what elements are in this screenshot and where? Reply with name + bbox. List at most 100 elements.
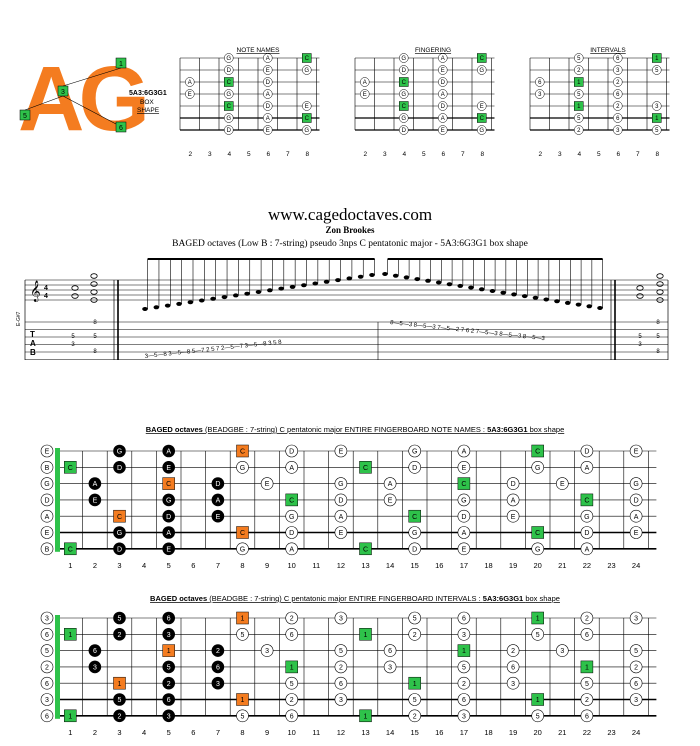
- board-fret-number: 13: [361, 561, 369, 570]
- small-diagram-title: FINGERING: [415, 47, 451, 54]
- logo-marker-label: 1: [119, 61, 123, 68]
- black-note-marker: [88, 660, 102, 674]
- note-label: 3: [339, 616, 343, 623]
- note-marker: [535, 77, 545, 87]
- note-label: G: [240, 546, 245, 553]
- note-label: G: [535, 465, 540, 472]
- note-marker: [302, 65, 312, 75]
- white-note-marker: [408, 542, 422, 556]
- note-label: E: [634, 449, 639, 456]
- note-label: G: [226, 56, 231, 62]
- board-fret-number: 14: [386, 561, 394, 570]
- logo-shape-1: BOX: [140, 99, 154, 106]
- root-marker: [399, 101, 409, 111]
- green-root-marker: [580, 660, 594, 674]
- note-marker: [438, 125, 448, 135]
- black-note-marker: [162, 611, 175, 625]
- note-label: 6: [167, 697, 171, 704]
- note-label: A: [266, 92, 270, 98]
- fret-number: 3: [558, 151, 562, 158]
- white-note-marker: [580, 509, 594, 523]
- board-fret-number: 9: [265, 561, 269, 570]
- note-marker: [224, 113, 234, 123]
- note-label: 6: [511, 665, 515, 672]
- black-note-marker: [113, 526, 126, 539]
- note-label: 5: [167, 665, 171, 672]
- note-label: 1: [241, 697, 245, 704]
- note-label: A: [511, 498, 516, 505]
- root-marker: [574, 101, 584, 111]
- green-root-marker: [531, 444, 544, 458]
- fret-number: 6: [441, 151, 445, 158]
- note-label: G: [166, 498, 171, 505]
- note-marker: [438, 113, 448, 123]
- note-marker: [477, 125, 487, 135]
- tab-run-down: 8—5—3 8—5—3 7—5—2 7 6 2 7—5—3 8—5—3 8—5—…: [390, 320, 546, 342]
- note-marker: [302, 101, 312, 111]
- note-marker: [263, 53, 273, 63]
- board-fret-number: 17: [460, 728, 468, 737]
- note-label: G: [401, 56, 406, 62]
- note-marker: [399, 53, 409, 63]
- root-marker: [224, 101, 234, 111]
- black-note-marker: [162, 709, 175, 723]
- note-label: 5: [536, 632, 540, 639]
- black-note-marker: [162, 493, 175, 507]
- note-marker: [613, 113, 623, 123]
- note-label: A: [441, 92, 445, 98]
- note-label: A: [216, 498, 221, 505]
- white-note-marker: [236, 627, 249, 641]
- black-note-marker: [162, 526, 175, 539]
- note-marker: [613, 101, 623, 111]
- white-note-marker: [580, 627, 594, 641]
- notation-staff: 𝄞 44 TAB E-G#7 8 5 5 3 8 8 5 5 3 8 3—5—8 3—5—8 5—7 2 5…: [16, 258, 669, 360]
- open-string-label: E: [45, 530, 50, 537]
- note-label: D: [584, 530, 589, 537]
- note-marker: [652, 101, 662, 111]
- note-label: A: [388, 481, 393, 488]
- note-label: D: [166, 514, 171, 521]
- note-label: 5: [577, 116, 581, 122]
- green-root-marker: [359, 709, 372, 723]
- note-marker: [185, 89, 195, 99]
- green-root-marker: [408, 676, 421, 690]
- note-marker: [613, 65, 623, 75]
- board-fret-number: 12: [337, 728, 345, 737]
- note-label: 2: [167, 681, 171, 688]
- open-string-label: 3: [45, 697, 49, 704]
- note-label: D: [412, 465, 417, 472]
- board-fret-number: 3: [117, 728, 121, 737]
- white-note-marker: [629, 693, 643, 706]
- open-string-label: G: [44, 481, 49, 488]
- board-fret-number: 18: [484, 561, 492, 570]
- note-label: 6: [339, 681, 343, 688]
- note-label: 5: [655, 68, 659, 74]
- note-label: E: [560, 481, 565, 488]
- open-string-marker: [40, 611, 54, 625]
- fret-number: 6: [616, 151, 620, 158]
- note-label: E: [339, 530, 344, 537]
- note-label: C: [305, 56, 310, 62]
- fret-number: 6: [266, 151, 270, 158]
- note-label: C: [363, 465, 368, 472]
- note-label: 5: [290, 681, 294, 688]
- note-label: G: [479, 68, 484, 74]
- black-note-marker: [88, 493, 102, 507]
- note-label: 6: [167, 616, 171, 623]
- svg-text:5: 5: [71, 334, 75, 340]
- green-root-marker: [457, 644, 471, 657]
- black-note-marker: [162, 660, 175, 674]
- root-marker: [302, 53, 312, 63]
- note-label: 5: [118, 616, 122, 623]
- white-note-marker: [285, 460, 299, 474]
- board-fret-number: 19: [509, 561, 517, 570]
- board-title: BAGED octaves (BEADGBE : 7-string) C pen…: [150, 594, 560, 603]
- note-label: C: [289, 498, 294, 505]
- note-marker: [652, 65, 662, 75]
- note-label: 5: [634, 648, 638, 655]
- note-label: A: [166, 530, 171, 537]
- open-string-marker: [40, 509, 54, 523]
- fret-number: 2: [363, 151, 367, 158]
- note-label: 2: [118, 632, 122, 639]
